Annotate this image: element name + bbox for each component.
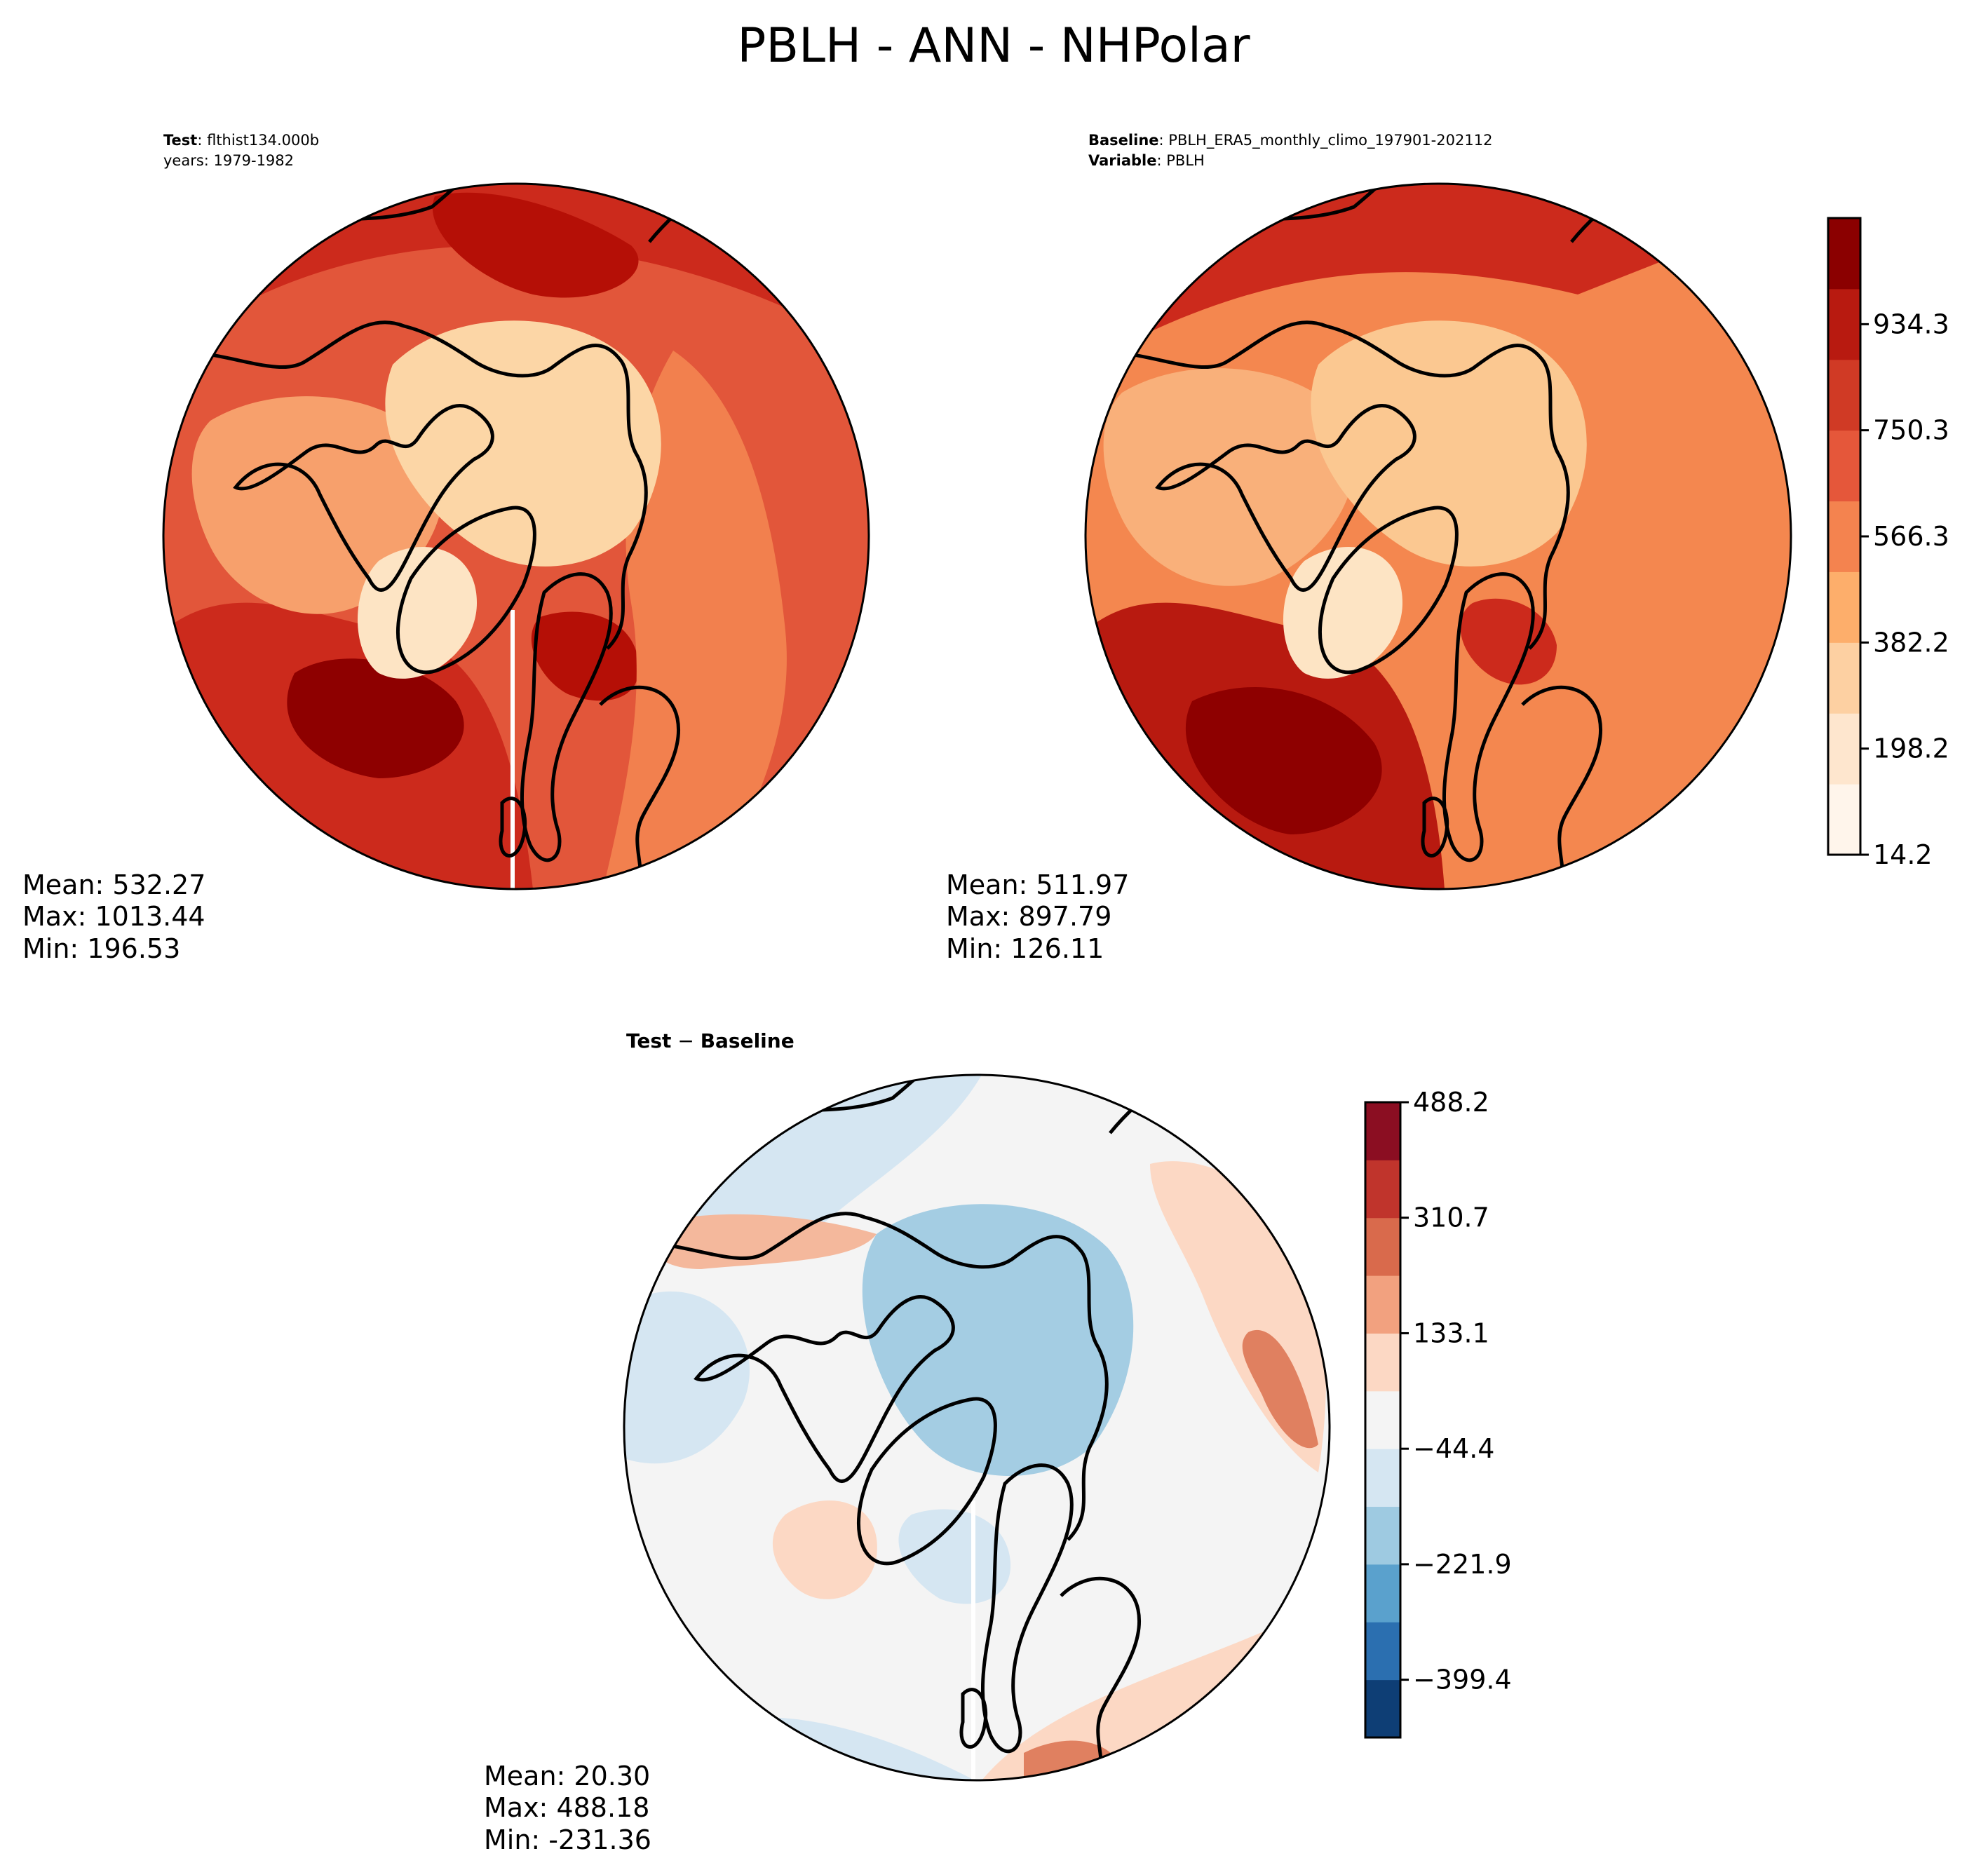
diff-colorbar-tick-label: −44.4 — [1413, 1433, 1494, 1464]
baseline-variable-colon: : — [1156, 152, 1166, 169]
diff-colorbar-color-band — [1365, 1102, 1400, 1160]
diff-colorbar-color-band — [1365, 1390, 1400, 1449]
diff-map-red-greenland — [772, 1500, 877, 1599]
test-map-greenland — [358, 547, 477, 679]
diff-colorbar-color-band — [1365, 1679, 1400, 1738]
test-header-label: Test — [163, 132, 197, 149]
baseline-map — [1086, 184, 1791, 889]
diff-map-border — [623, 1073, 1331, 1782]
main-colorbar-tick-label: 566.3 — [1873, 521, 1949, 552]
figure-title: PBLH - ANN - NHPolar — [737, 18, 1250, 74]
diff-colorbar-tick-label: 133.1 — [1413, 1317, 1489, 1348]
diff-min: Min: -231.36 — [484, 1824, 651, 1855]
diff-colorbar-color-band — [1365, 1506, 1400, 1565]
test-header-value: flthist134.000b — [207, 132, 319, 149]
diff-map — [624, 1075, 1330, 1780]
diff-title: Test − Baseline — [626, 1029, 794, 1052]
baseline-map-arctic — [1311, 320, 1587, 567]
diff-map-seam — [971, 1500, 975, 1780]
main-colorbar-tick-label: 382.2 — [1873, 627, 1949, 658]
main-colorbar-color-band — [1828, 642, 1860, 714]
test-years: years: 1979-1982 — [163, 152, 294, 169]
diff-mean: Mean: 20.30 — [484, 1761, 650, 1791]
main-colorbar-tick-label: 198.2 — [1873, 733, 1949, 764]
diff-map-arctic-blue — [862, 1204, 1134, 1476]
main-colorbar-color-band — [1828, 430, 1860, 502]
test-map-arctic — [385, 320, 661, 567]
diff-map-red-east-strong — [1242, 1329, 1318, 1449]
diff-colorbar-color-band — [1365, 1449, 1400, 1507]
main-colorbar-color-band — [1828, 501, 1860, 572]
baseline-map-hottest-south — [1185, 687, 1382, 834]
test-map-hot-east — [531, 611, 640, 701]
diff-max: Max: 488.18 — [484, 1792, 649, 1823]
test-max: Max: 1013.44 — [22, 901, 205, 932]
diff-title-test: Test — [626, 1029, 671, 1052]
baseline-mean: Mean: 511.97 — [946, 869, 1129, 900]
diff-map-red-south — [982, 1613, 1304, 1780]
diff-colorbar-border — [1364, 1101, 1402, 1739]
main-colorbar-color-band — [1828, 359, 1860, 431]
test-panel: Test: flthist134.000b years: 1979-1982 M… — [22, 132, 870, 964]
diff-map-blue-south — [898, 1509, 1011, 1604]
main-colorbar-tick-label: 934.3 — [1873, 309, 1949, 339]
main-colorbar-color-band — [1828, 288, 1860, 360]
test-map-hottest-north — [432, 192, 639, 298]
diff-colorbar-color-band — [1365, 1333, 1400, 1392]
diff-map-red-south-strong — [1024, 1740, 1122, 1780]
diff-colorbar-color-band — [1365, 1564, 1400, 1622]
diff-map-blue-west — [624, 1291, 750, 1464]
baseline-min: Min: 126.11 — [946, 933, 1104, 964]
diff-title-minus: − — [671, 1029, 700, 1052]
baseline-map-greenland — [1283, 547, 1402, 679]
diff-title-baseline: Baseline — [701, 1029, 794, 1052]
diff-colorbar-tick-label: −399.4 — [1413, 1665, 1512, 1695]
diff-colorbar-color-band — [1365, 1622, 1400, 1681]
baseline-panel: Baseline: PBLH_ERA5_monthly_climo_197901… — [946, 132, 1792, 964]
baseline-variable-label: Variable — [1088, 152, 1156, 169]
diff-colorbar-color-band — [1365, 1217, 1400, 1276]
diff-colorbar: −399.4 −221.9 −44.4 133.1 310.7 488.2 — [1364, 1087, 1512, 1739]
diff-colorbar-tick-label: −221.9 — [1413, 1549, 1512, 1580]
test-header-colon: : — [197, 132, 207, 149]
baseline-map-border — [1084, 182, 1792, 890]
main-colorbar: 14.2 198.2 382.2 566.3 750.3 934.3 — [1827, 217, 1949, 870]
diff-colorbar-tick-label: 310.7 — [1413, 1202, 1489, 1233]
test-map-hottest-south — [287, 658, 464, 778]
main-colorbar-color-band — [1828, 218, 1860, 290]
diff-colorbar-tick-label: 488.2 — [1413, 1087, 1489, 1118]
baseline-variable: Variable: PBLH — [1088, 152, 1205, 169]
baseline-header-value: PBLH_ERA5_monthly_climo_197901-202112 — [1168, 132, 1492, 149]
main-colorbar-color-band — [1828, 784, 1860, 855]
diff-map-red-northwest — [645, 1214, 877, 1269]
test-mean: Mean: 532.27 — [22, 869, 205, 900]
test-map-mid-west — [191, 396, 444, 614]
test-map-seam — [510, 610, 515, 889]
main-colorbar-color-band — [1828, 571, 1860, 643]
diff-panel: Test − Baseline Mean: 20.30 Max: 488.18 … — [484, 1029, 1331, 1855]
baseline-max: Max: 897.79 — [946, 901, 1111, 932]
test-min: Min: 196.53 — [22, 933, 180, 964]
main-colorbar-tick-label: 750.3 — [1873, 415, 1949, 446]
test-map-border — [162, 182, 870, 890]
main-colorbar-color-band — [1828, 713, 1860, 785]
baseline-header-label: Baseline — [1088, 132, 1159, 149]
test-map — [163, 184, 869, 889]
diff-colorbar-color-band — [1365, 1160, 1400, 1219]
baseline-header: Baseline: PBLH_ERA5_monthly_climo_197901… — [1088, 132, 1492, 149]
baseline-variable-value: PBLH — [1166, 152, 1205, 169]
baseline-header-colon: : — [1159, 132, 1169, 149]
test-header: Test: flthist134.000b — [163, 132, 319, 149]
diff-colorbar-color-band — [1365, 1275, 1400, 1334]
main-colorbar-tick-label: 14.2 — [1873, 839, 1933, 870]
